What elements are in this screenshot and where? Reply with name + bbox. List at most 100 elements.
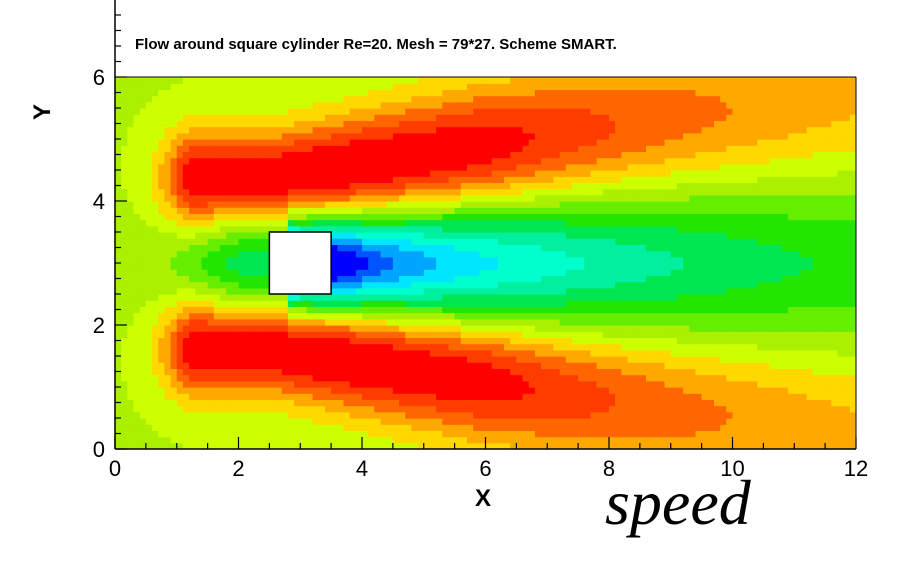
contour-cell bbox=[744, 194, 752, 202]
contour-cell bbox=[788, 244, 795, 252]
contour-cell bbox=[565, 300, 573, 307]
contour-cell bbox=[133, 244, 141, 252]
contour-cell bbox=[652, 263, 659, 270]
contour-cell bbox=[466, 294, 474, 301]
contour-cell bbox=[497, 405, 505, 413]
contour-cell bbox=[257, 362, 264, 369]
contour-cell bbox=[473, 337, 480, 345]
contour-cell bbox=[238, 424, 246, 431]
contour-cell bbox=[244, 418, 252, 425]
contour-cell bbox=[405, 337, 412, 345]
contour-cell bbox=[596, 250, 604, 258]
contour-cell bbox=[652, 430, 659, 438]
contour-cell bbox=[744, 356, 752, 363]
contour-cell bbox=[831, 201, 839, 208]
contour-cell bbox=[565, 244, 573, 252]
contour-cell bbox=[676, 325, 684, 332]
contour-cell bbox=[775, 244, 783, 252]
contour-cell bbox=[726, 442, 734, 449]
contour-cell bbox=[164, 442, 172, 449]
contour-cell bbox=[534, 387, 542, 394]
contour-cell bbox=[695, 343, 703, 351]
contour-cell bbox=[732, 294, 740, 301]
contour-cell bbox=[318, 207, 326, 214]
contour-cell bbox=[195, 306, 203, 314]
contour-cell bbox=[720, 244, 727, 252]
contour-cell bbox=[516, 343, 524, 351]
contour-cell bbox=[664, 250, 672, 258]
contour-cell bbox=[775, 225, 783, 233]
contour-cell bbox=[349, 424, 357, 431]
contour-cell bbox=[115, 188, 122, 196]
contour-cell bbox=[769, 337, 777, 345]
contour-cell bbox=[621, 201, 629, 208]
contour-cell bbox=[695, 325, 703, 332]
contour-cell bbox=[794, 232, 802, 239]
contour-cell bbox=[831, 269, 839, 276]
contour-cell bbox=[627, 362, 635, 369]
contour-cell bbox=[294, 219, 301, 227]
contour-cell bbox=[707, 337, 715, 345]
contour-cell bbox=[133, 430, 141, 438]
contour-cell bbox=[331, 263, 338, 270]
contour-cell bbox=[652, 238, 659, 245]
contour-cell bbox=[306, 318, 314, 326]
contour-cell bbox=[522, 294, 530, 301]
contour-cell bbox=[713, 256, 721, 264]
contour-cell bbox=[504, 250, 511, 258]
contour-cell bbox=[534, 337, 542, 345]
contour-cell bbox=[324, 380, 332, 388]
contour-cell bbox=[849, 424, 856, 431]
contour-cell bbox=[411, 287, 419, 295]
contour-cell bbox=[294, 213, 301, 221]
contour-cell bbox=[380, 331, 388, 338]
contour-cell bbox=[374, 325, 382, 332]
contour-cell bbox=[553, 287, 561, 295]
contour-cell bbox=[683, 213, 690, 221]
contour-cell bbox=[343, 219, 351, 227]
contour-cell bbox=[609, 256, 616, 264]
contour-cell bbox=[639, 411, 647, 419]
contour-cell bbox=[399, 442, 406, 449]
contour-cell bbox=[788, 430, 795, 438]
contour-cell bbox=[300, 225, 308, 233]
contour-cell bbox=[306, 213, 314, 221]
contour-cell bbox=[541, 312, 548, 320]
contour-cell bbox=[516, 368, 524, 376]
contour-cell bbox=[553, 362, 561, 369]
contour-cell bbox=[429, 287, 437, 295]
contour-cell bbox=[522, 436, 530, 444]
contour-cell bbox=[442, 287, 450, 295]
contour-cell bbox=[312, 393, 320, 400]
contour-cell bbox=[164, 232, 172, 239]
contour-cell bbox=[176, 325, 184, 332]
contour-cell bbox=[726, 300, 734, 307]
contour-cell bbox=[559, 294, 567, 301]
contour-cell bbox=[275, 349, 283, 357]
contour-cell bbox=[213, 418, 221, 425]
contour-cell bbox=[164, 349, 172, 357]
contour-cell bbox=[516, 201, 524, 208]
contour-cell bbox=[639, 399, 647, 407]
contour-cell bbox=[584, 281, 592, 289]
contour-cell bbox=[794, 374, 802, 382]
contour-cell bbox=[701, 238, 709, 245]
contour-cell bbox=[849, 225, 856, 233]
contour-cell bbox=[473, 393, 480, 400]
contour-cell bbox=[115, 424, 122, 431]
contour-cell bbox=[843, 399, 851, 407]
contour-cell bbox=[578, 244, 585, 252]
contour-cell bbox=[176, 275, 184, 283]
contour-cell bbox=[800, 287, 808, 295]
contour-cell bbox=[257, 256, 264, 264]
contour-cell bbox=[232, 411, 240, 419]
contour-cell bbox=[751, 411, 758, 419]
contour-cell bbox=[609, 387, 616, 394]
contour-cell bbox=[429, 331, 437, 338]
contour-cell bbox=[368, 207, 375, 214]
contour-cell bbox=[664, 424, 672, 431]
contour-cell bbox=[355, 318, 363, 326]
contour-cell bbox=[664, 374, 672, 382]
contour-cell bbox=[806, 411, 814, 419]
contour-cell bbox=[738, 275, 746, 283]
